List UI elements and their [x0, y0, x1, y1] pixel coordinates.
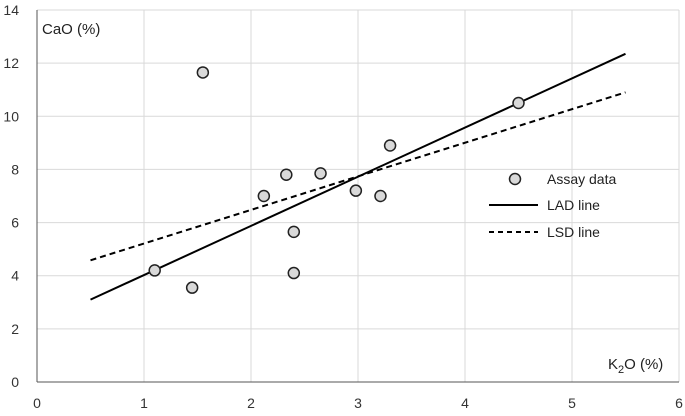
grid-layer — [37, 9, 680, 382]
y-axis-title: CaO (%) — [42, 21, 100, 38]
legend-label-lsd-line: LSD line — [547, 224, 600, 240]
y-tick-label: 0 — [11, 374, 19, 390]
x-axis-title-rest: O (%) — [624, 356, 663, 373]
fit-line-layer — [90, 52, 626, 301]
y-tick-label: 10 — [3, 108, 19, 124]
x-tick-label: 3 — [354, 395, 362, 411]
assay-data-point — [257, 189, 271, 203]
lsd-fit-line — [90, 91, 626, 262]
legend: Assay data LAD line LSD line — [489, 171, 616, 240]
assay-data-point — [185, 281, 199, 294]
assay-data-point — [349, 184, 363, 197]
assay-data-point — [314, 167, 327, 180]
y-tick-label: 8 — [11, 161, 19, 177]
assay-data-point — [196, 66, 210, 79]
data-point-layer — [148, 66, 525, 294]
assay-data-point — [280, 168, 293, 181]
assay-data-point — [374, 189, 387, 203]
y-tick-label: 4 — [11, 268, 19, 284]
legend-marker-assay-data — [508, 172, 522, 186]
assay-data-point — [148, 264, 161, 277]
axis-layer — [36, 10, 679, 383]
x-axis-title: K2O (%) — [608, 356, 663, 376]
y-tick-label: 12 — [3, 55, 19, 71]
assay-data-point — [287, 266, 301, 280]
assay-data-point — [383, 139, 397, 152]
assay-data-point — [512, 96, 525, 110]
x-tick-label: 6 — [675, 395, 683, 411]
x-tick-label: 4 — [461, 395, 469, 411]
x-tick-label: 0 — [33, 395, 41, 411]
assay-data-point — [287, 225, 301, 239]
x-axis-title-subscript: 2 — [618, 364, 624, 376]
x-axis-title-main: K — [608, 356, 618, 373]
x-tick-label: 1 — [140, 395, 148, 411]
y-tick-label: 6 — [11, 215, 19, 231]
legend-label-lad-line: LAD line — [547, 197, 600, 213]
legend-label-assay-data: Assay data — [547, 171, 616, 187]
x-tick-label: 5 — [568, 395, 576, 411]
x-tick-label: 2 — [247, 395, 255, 411]
y-tick-label: 2 — [11, 321, 19, 337]
y-tick-label: 14 — [3, 2, 19, 18]
